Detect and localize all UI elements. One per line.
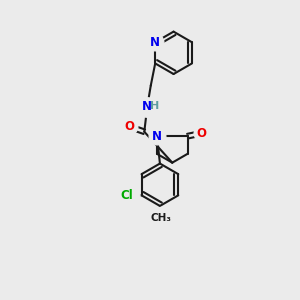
Text: Cl: Cl [121,189,133,203]
Text: N: N [152,130,162,143]
Text: N: N [150,36,160,49]
Text: CH₃: CH₃ [151,213,172,223]
Text: N: N [142,100,152,113]
Text: H: H [150,100,159,110]
Text: O: O [197,127,207,140]
Text: O: O [124,120,134,133]
